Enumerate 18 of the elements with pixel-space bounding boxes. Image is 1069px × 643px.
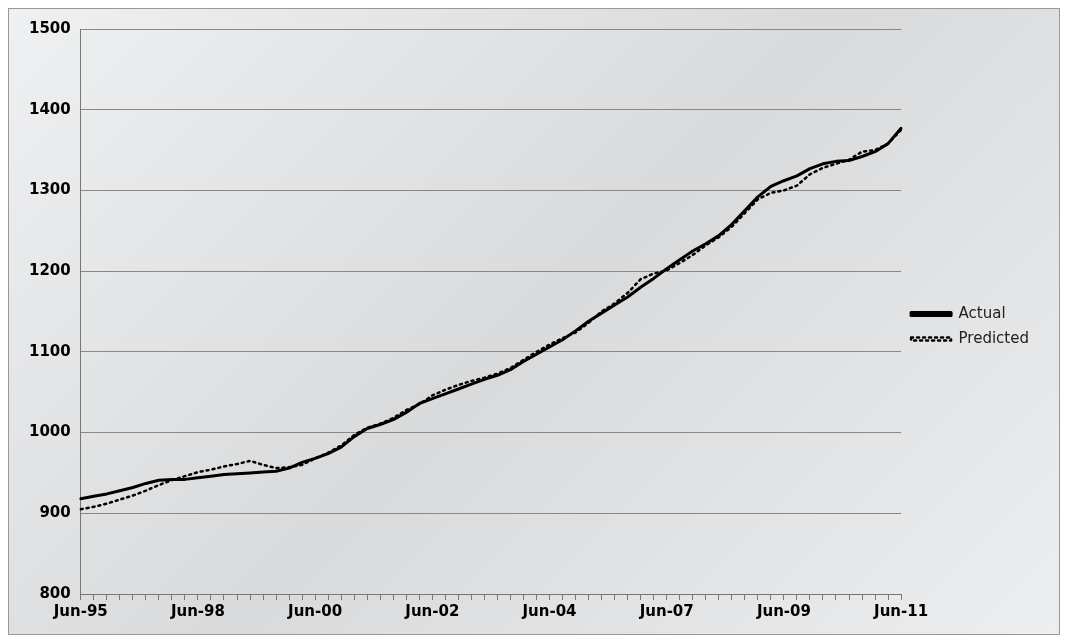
legend-label: Actual [958,303,1006,322]
y-tick-label: 1200 [29,261,71,280]
x-tick-label: Jun-09 [755,601,811,620]
y-tick-label: 1400 [29,99,71,118]
x-tick-label: Jun-04 [521,601,577,620]
y-tick-label: 1300 [29,180,71,199]
x-tick-label: Jun-02 [404,601,460,620]
y-tick-label: 1000 [29,422,71,441]
x-tick-label: Jun-95 [52,601,108,620]
y-tick-label: 1500 [29,18,71,37]
legend-label: Predicted [958,328,1030,347]
x-tick-label: Jun-98 [169,601,225,620]
x-tick-label: Jun-11 [873,601,929,620]
x-tick-label: Jun-00 [287,601,343,620]
y-tick-label: 900 [39,503,71,522]
y-tick-label: 800 [39,583,71,602]
x-tick-label: Jun-07 [638,601,694,620]
y-tick-label: 1100 [29,341,71,360]
